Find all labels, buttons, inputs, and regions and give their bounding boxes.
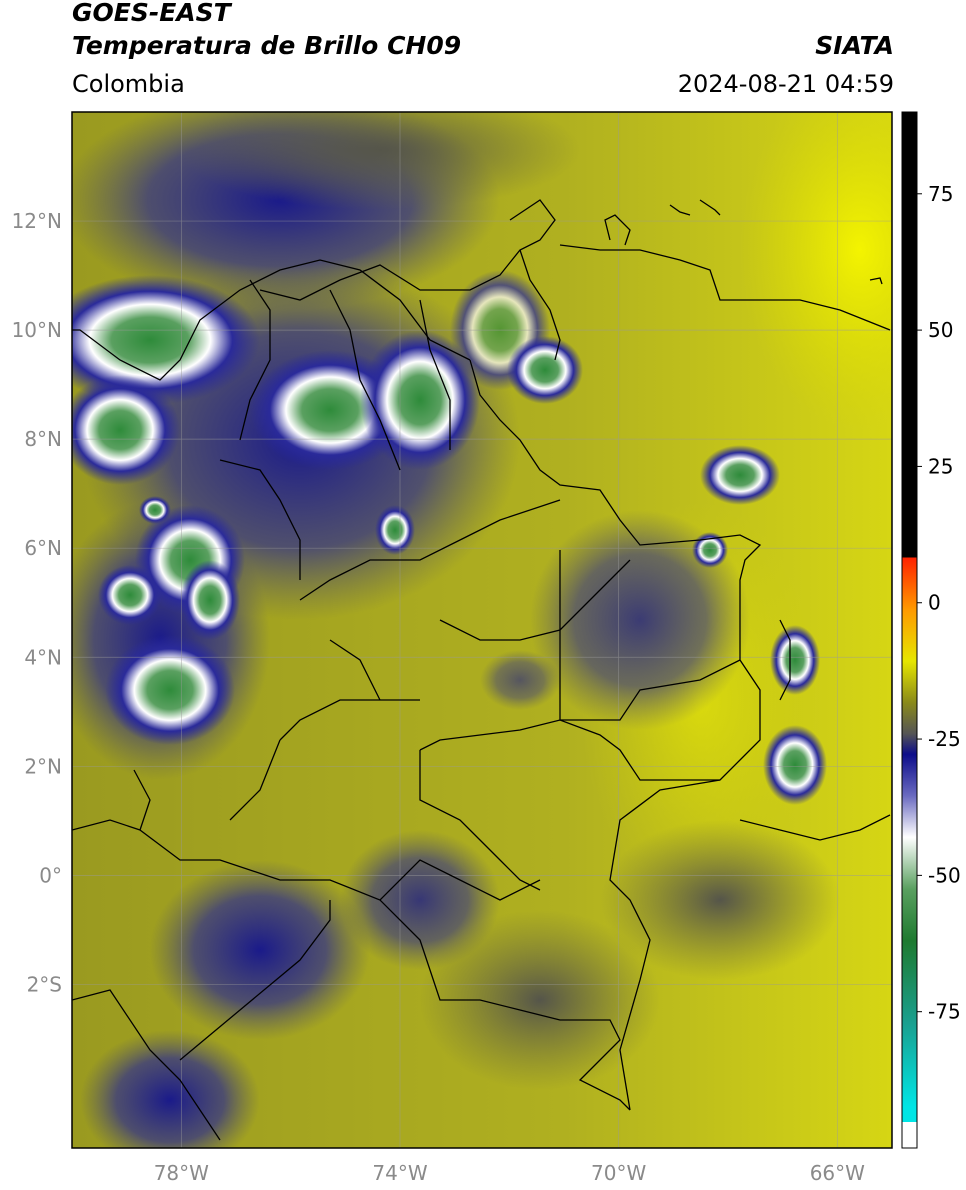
latitude-tick-label: 2°S [27,972,62,996]
satellite-title: GOES-EAST [72,0,231,27]
longitude-tick-label: 78°W [154,1161,209,1185]
colorbar-tick-label: 50 [928,318,953,342]
map-frame [71,111,893,1149]
brightness-temperature-field [72,112,892,1148]
longitude-tick-label: 70°W [591,1161,646,1185]
latitude-tick-label: 6°N [24,536,62,560]
longitude-tick-label: 66°W [810,1161,865,1185]
institution-label: SIATA [815,31,894,60]
latitude-tick-label: 2°N [24,754,62,778]
graticule [72,112,892,1148]
longitude-labels: 78°W 74°W 70°W 66°W [154,1161,865,1185]
colorbar-tick-label: 75 [928,182,953,206]
latitude-tick-label: 8°N [24,427,62,451]
timestamp-label: 2024-08-21 04:59 [677,70,894,98]
colorbar-tick-label: 0 [928,591,941,615]
latitude-tick-label: 4°N [24,645,62,669]
product-title: Temperatura de Brillo CH09 [72,31,462,60]
colorbar [901,111,918,1149]
colorbar-tick-label: -75 [928,1000,961,1024]
latitude-tick-label: 0° [39,863,62,887]
latitude-tick-label: 12°N [12,209,62,233]
latitude-labels: 12°N 10°N 8°N 6°N 4°N 2°N 0° 2°S [12,209,62,996]
colorbar-tick-label: -25 [928,727,961,751]
longitude-tick-label: 74°W [372,1161,427,1185]
region-label: Colombia [72,70,185,98]
colorbar-ticks: 75 50 25 0 -25 -50 -75 [917,182,961,1024]
political-boundaries [72,199,891,1141]
latitude-tick-label: 10°N [12,318,62,342]
colorbar-tick-label: 25 [928,454,953,478]
colorbar-tick-label: -50 [928,863,961,887]
